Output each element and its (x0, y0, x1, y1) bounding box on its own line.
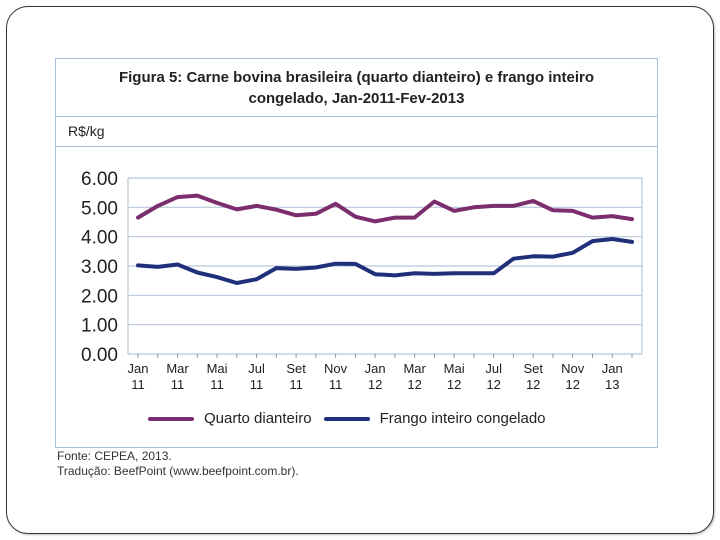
figure-title-line2: congelado, Jan-2011-Fev-2013 (248, 89, 465, 107)
legend-label-frango: Frango inteiro congelado (379, 410, 546, 427)
x-tick-label-year: 11 (289, 377, 303, 392)
x-tick-label-year: 11 (210, 377, 224, 392)
unit-label: R$/kg (56, 117, 657, 147)
x-tick-label-year: 12 (526, 377, 540, 392)
figure-title-line1: Figura 5: Carne bovina brasileira (quart… (118, 68, 595, 86)
x-tick-label-year: 12 (565, 377, 579, 392)
source-line2: Tradução: BeefPoint (www.beefpoint.com.b… (57, 464, 299, 478)
x-tick-label-year: 11 (329, 377, 343, 392)
x-tick-label-year: 11 (131, 377, 145, 392)
x-tick-label-month: Jan (365, 361, 386, 376)
x-tick-label-month: Jan (602, 361, 623, 376)
legend-item-quarto: Quarto dianteiro (148, 410, 312, 427)
y-tick-label: 0.00 (81, 345, 118, 366)
y-tick-label: 5.00 (81, 198, 118, 219)
source-line1: Fonte: CEPEA, 2013. (57, 449, 172, 463)
chart-legend: Quarto dianteiro Frango inteiro congelad… (148, 410, 558, 427)
figure-panel: Figura 5: Carne bovina brasileira (quart… (55, 58, 658, 448)
x-tick-label-month: Mar (166, 361, 189, 376)
y-tick-label: 6.00 (81, 169, 118, 190)
x-tick-label-year: 11 (171, 377, 185, 392)
x-tick-label-year: 13 (605, 377, 619, 392)
x-tick-label-year: 12 (447, 377, 461, 392)
x-tick-label-month: Mar (403, 361, 426, 376)
legend-label-quarto: Quarto dianteiro (204, 410, 312, 427)
x-tick-label-year: 12 (368, 377, 382, 392)
series-line-frango-inteiro (136, 237, 634, 285)
legend-swatch-frango (323, 416, 370, 421)
x-tick-label-year: 12 (407, 377, 421, 392)
x-tick-label-month: Nov (324, 361, 348, 376)
x-tick-label-month: Mai (207, 361, 228, 376)
y-tick-label: 1.00 (81, 316, 118, 337)
figure-title: Figura 5: Carne bovina brasileira (quart… (56, 59, 657, 117)
x-tick-label-month: Nov (561, 361, 585, 376)
source-note: Fonte: CEPEA, 2013. Tradução: BeefPoint … (57, 449, 299, 479)
y-tick-label: 4.00 (81, 228, 118, 249)
x-tick-label-month: Mai (444, 361, 465, 376)
y-tick-label: 3.00 (81, 257, 118, 278)
x-tick-label-year: 12 (486, 377, 500, 392)
x-tick-label-month: Jul (485, 361, 502, 376)
x-tick-label-month: Set (523, 361, 543, 376)
legend-item-frango: Frango inteiro congelado (323, 410, 546, 427)
series-line-quarto-dianteiro (136, 193, 634, 224)
x-tick-label-month: Jan (128, 361, 149, 376)
x-tick-label-year: 11 (250, 377, 264, 392)
legend-swatch-quarto (148, 416, 194, 421)
y-tick-label: 2.00 (81, 286, 118, 307)
x-tick-label-month: Jul (248, 361, 265, 376)
x-tick-label-month: Set (286, 361, 306, 376)
